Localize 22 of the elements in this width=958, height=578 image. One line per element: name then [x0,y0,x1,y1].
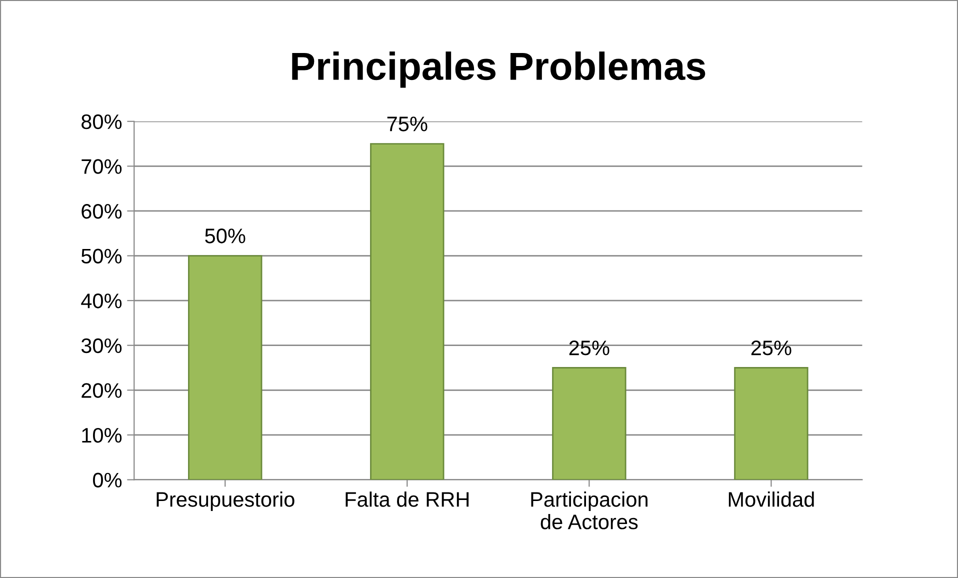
x-tick-label: Participacion de Actores [531,492,648,530]
bar [188,255,262,480]
y-tick-label: 80% [82,114,122,130]
bar [370,143,444,480]
data-label: 50% [205,228,246,244]
y-tick-label: 40% [81,294,122,308]
y-tick-label: 0% [93,472,122,488]
chart-title: Principales Problemas [292,52,706,88]
data-label: 25% [569,340,610,356]
x-tick-label: Movilidad [728,492,814,507]
y-tick-label: 10% [82,428,122,443]
bar [734,367,808,480]
y-tick-label: 60% [82,204,122,219]
y-tick-label: 50% [81,248,122,264]
x-tick-label: Presupuestorio [156,492,294,511]
x-tick-label: Falta de RRH [346,492,469,507]
data-label: 25% [751,340,792,356]
y-tick-label: 20% [82,383,122,398]
y-tick-label: 70% [82,159,122,174]
y-tick-label: 30% [81,338,122,354]
data-label: 75% [387,116,428,132]
bar [552,367,626,480]
